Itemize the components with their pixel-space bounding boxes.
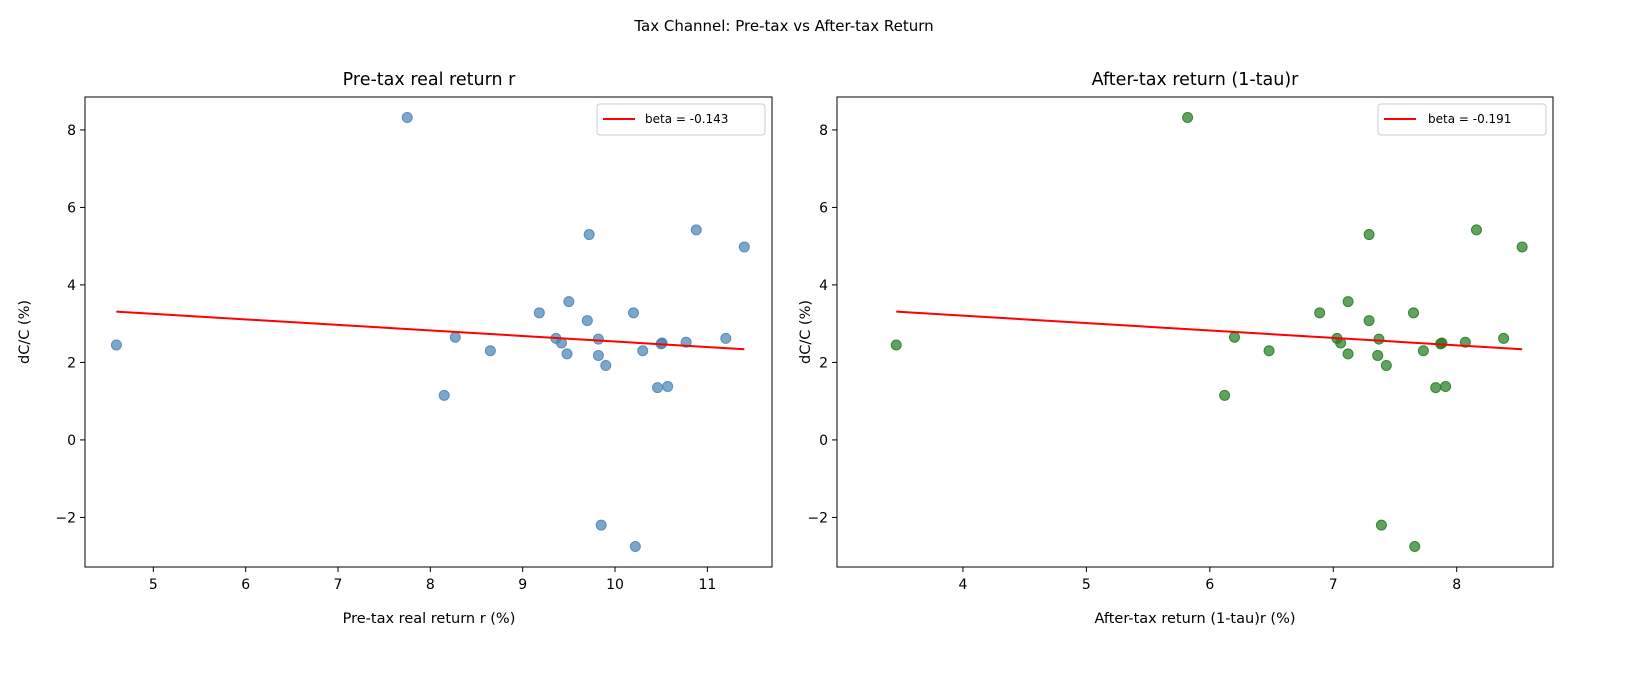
y-tick-label: −2 — [55, 510, 76, 526]
data-point — [1375, 519, 1387, 531]
data-point — [1342, 348, 1354, 360]
x-tick-label: 5 — [149, 577, 158, 593]
right-subplot: After-tax return (1-tau)r After-tax retu… — [798, 70, 1554, 627]
y-tick-label: 6 — [67, 200, 76, 216]
left-title: Pre-tax real return r — [343, 70, 516, 90]
data-point — [600, 360, 612, 372]
data-point — [1470, 224, 1482, 236]
x-tick-label: 4 — [958, 577, 967, 593]
y-tick-label: 2 — [67, 355, 76, 371]
y-tick-label: 4 — [819, 278, 828, 294]
data-point — [583, 229, 595, 241]
x-tick-label: 7 — [1329, 577, 1338, 593]
data-point — [656, 337, 668, 349]
data-point — [1409, 540, 1421, 552]
x-tick-label: 8 — [1452, 577, 1461, 593]
data-point — [563, 296, 575, 308]
data-point — [637, 345, 649, 357]
data-point — [738, 241, 750, 253]
y-tick-label: 8 — [819, 123, 828, 139]
data-point — [1430, 382, 1442, 394]
y-tick-label: 8 — [67, 123, 76, 139]
data-point — [581, 315, 593, 327]
data-point — [533, 307, 545, 319]
x-tick-label: 6 — [1205, 577, 1214, 593]
y-tick-label: 6 — [819, 200, 828, 216]
fit-line — [116, 310, 745, 351]
data-point — [1440, 380, 1452, 392]
left-xlabel: Pre-tax real return r (%) — [343, 611, 516, 627]
data-point — [555, 337, 567, 349]
data-point — [592, 349, 604, 361]
x-tick-label: 8 — [426, 577, 435, 593]
data-point — [690, 224, 702, 236]
data-point — [1229, 331, 1241, 343]
data-point — [1516, 241, 1528, 253]
data-point — [629, 540, 641, 552]
y-tick-label: 0 — [819, 433, 828, 449]
data-point — [110, 339, 122, 351]
left-ylabel: dC/C (%) — [17, 300, 33, 364]
left-legend-label: beta = -0.143 — [645, 112, 728, 126]
data-point — [401, 112, 413, 124]
x-tick-label: 11 — [698, 577, 716, 593]
data-point — [1417, 345, 1429, 357]
data-point — [595, 519, 607, 531]
data-point — [627, 307, 639, 319]
data-point — [561, 348, 573, 360]
data-point — [1436, 337, 1448, 349]
y-tick-label: 2 — [819, 355, 828, 371]
y-tick-label: 0 — [67, 433, 76, 449]
data-point — [1372, 349, 1384, 361]
data-point — [720, 332, 732, 344]
data-point — [592, 333, 604, 345]
legend-box — [1377, 103, 1547, 136]
y-tick-label: −2 — [807, 510, 828, 526]
data-point — [1263, 345, 1275, 357]
right-title: After-tax return (1-tau)r — [1092, 70, 1300, 90]
data-point — [652, 382, 663, 394]
data-point — [484, 345, 496, 357]
right-xlabel: After-tax return (1-tau)r (%) — [1094, 611, 1295, 627]
data-point — [1373, 333, 1385, 345]
right-ylabel: dC/C (%) — [798, 300, 814, 364]
data-point — [438, 389, 450, 401]
legend-box — [596, 103, 766, 136]
suptitle: Tax Channel: Pre-tax vs After-tax Return — [633, 17, 933, 35]
data-point — [662, 380, 674, 392]
data-point — [890, 339, 902, 351]
x-tick-label: 7 — [334, 577, 343, 593]
right-legend-label: beta = -0.191 — [1428, 112, 1511, 126]
axes-frame — [836, 96, 1554, 568]
data-point — [1219, 389, 1231, 401]
data-point — [1363, 229, 1375, 241]
data-point — [449, 331, 461, 343]
axes-frame — [84, 96, 773, 568]
data-point — [1380, 360, 1392, 372]
x-tick-label: 6 — [241, 577, 250, 593]
data-point — [1314, 307, 1326, 319]
data-point — [1363, 315, 1375, 327]
data-point — [1342, 296, 1354, 308]
x-tick-label: 5 — [1082, 577, 1091, 593]
x-tick-label: 9 — [518, 577, 527, 593]
left-subplot: Pre-tax real return r Pre-tax real retur… — [17, 70, 773, 627]
fit-line — [896, 310, 1523, 351]
data-point — [1182, 112, 1194, 124]
data-point — [1498, 332, 1510, 344]
y-tick-label: 4 — [67, 278, 76, 294]
data-point — [1408, 307, 1420, 319]
x-tick-label: 10 — [606, 577, 624, 593]
